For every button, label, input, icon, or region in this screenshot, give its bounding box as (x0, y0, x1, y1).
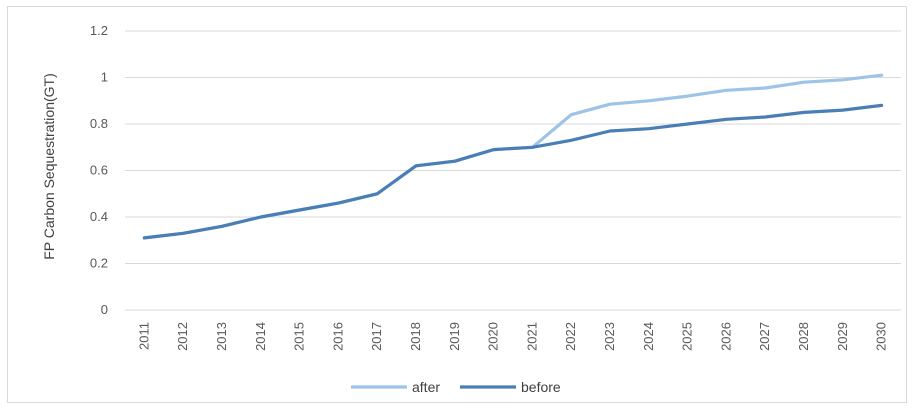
x-tick-label: 2023 (602, 322, 617, 351)
x-tick-label: 2020 (486, 322, 501, 351)
x-tick-label: 2012 (175, 322, 190, 351)
x-tick-label: 2030 (874, 322, 889, 351)
x-tick-label: 2019 (447, 322, 462, 351)
series-line-before (142, 103, 884, 240)
y-tick-label: 1.2 (90, 23, 108, 38)
y-axis-title: FP Carbon Sequestration(GT) (41, 73, 57, 260)
y-tick-label: 0.6 (90, 163, 108, 178)
gridlines (125, 30, 901, 311)
series-line-after (142, 73, 884, 240)
legend-label-before: before (521, 379, 561, 395)
y-tick-label: 0.8 (90, 116, 108, 131)
x-tick-label: 2024 (641, 322, 656, 351)
x-tick-label: 2029 (835, 322, 850, 351)
y-tick-label: 0.4 (90, 209, 108, 224)
x-tick-label: 2015 (292, 322, 307, 351)
chart-frame: 0 0.2 0.4 0.6 0.8 1 1.2 2011 2012 2013 2014 2015 20… (7, 6, 907, 403)
x-tick-label: 2013 (214, 322, 229, 351)
x-tick-label: 2026 (718, 322, 733, 351)
x-tick-label: 2017 (369, 322, 384, 351)
legend: after before (351, 379, 561, 395)
legend-label-after: after (412, 379, 440, 395)
x-tick-label: 2018 (408, 322, 423, 351)
x-tick-label: 2025 (680, 322, 695, 351)
y-axis-ticks: 0 0.2 0.4 0.6 0.8 1 1.2 (90, 23, 108, 317)
x-tick-label: 2016 (330, 322, 345, 351)
x-tick-label: 2027 (757, 322, 772, 351)
x-tick-label: 2028 (796, 322, 811, 351)
x-axis-ticks: 2011 2012 2013 2014 2015 2016 2017 2018 2019 2020… (136, 322, 888, 351)
series-lines (142, 73, 884, 240)
x-tick-label: 2014 (253, 322, 268, 351)
y-tick-label: 1 (101, 70, 108, 85)
x-tick-label: 2021 (524, 322, 539, 351)
x-tick-label: 2022 (563, 322, 578, 351)
line-chart: 00.20.40.60.811.2 2011 2012 2013 2014 2015 20… (41, 23, 901, 395)
x-tick-label: 2011 (136, 322, 151, 350)
y-tick-label: 0.2 (90, 256, 108, 271)
y-tick-label: 0 (101, 302, 108, 317)
